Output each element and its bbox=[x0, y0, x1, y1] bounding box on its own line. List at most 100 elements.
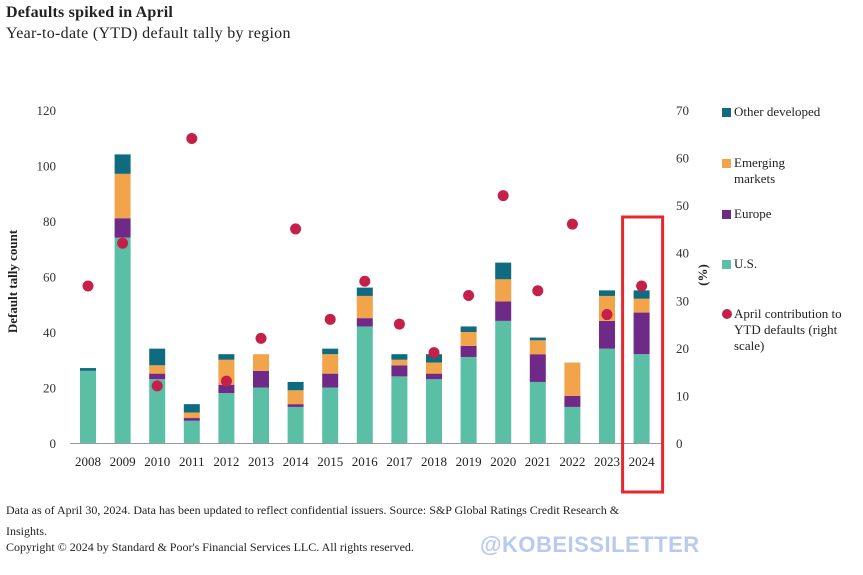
bar-other-2009 bbox=[114, 154, 131, 174]
bar-us-2009 bbox=[114, 237, 131, 443]
legend-label-april-contribution: April contribution to YTD defaults (righ… bbox=[734, 306, 842, 353]
april-point-2008 bbox=[82, 280, 94, 292]
bar-other-2008 bbox=[80, 368, 96, 371]
legend-swatch-emerging-markets bbox=[722, 159, 731, 168]
bar-us-2016 bbox=[356, 326, 373, 443]
chart-subtitle: Year-to-date (YTD) default tally by regi… bbox=[6, 25, 291, 42]
x-tick-label-2021: 2021 bbox=[525, 454, 551, 469]
bar-emerging-2016 bbox=[356, 295, 373, 319]
x-tick-label-2010: 2010 bbox=[144, 454, 170, 469]
x-tick-label-2009: 2009 bbox=[110, 454, 136, 469]
bar-emerging-2013 bbox=[253, 354, 269, 371]
y-tick-label: 60 bbox=[43, 270, 56, 285]
bar-emerging-2017 bbox=[391, 359, 408, 366]
x-tick-label-2014: 2014 bbox=[283, 454, 310, 469]
footer-note: Data as of April 30, 2024. Data has been… bbox=[6, 503, 620, 538]
watermark: @KOBEISSILETTER bbox=[480, 532, 700, 557]
bar-europe-2011 bbox=[183, 418, 200, 421]
bar-us-2015 bbox=[322, 387, 339, 443]
bar-europe-2021 bbox=[529, 354, 546, 382]
bar-us-2020 bbox=[495, 320, 512, 443]
x-tick-label-2018: 2018 bbox=[421, 454, 447, 469]
x-tick-label-2012: 2012 bbox=[213, 454, 239, 469]
y2-tick-label: 30 bbox=[676, 293, 689, 308]
bar-us-2013 bbox=[253, 387, 269, 443]
y-tick-label: 80 bbox=[43, 214, 56, 229]
bar-other-2016 bbox=[356, 287, 373, 296]
bar-emerging-2009 bbox=[114, 173, 131, 219]
y-tick-label: 0 bbox=[50, 436, 57, 451]
y2-tick-label: 50 bbox=[676, 198, 689, 213]
y-tick-label: 40 bbox=[43, 325, 56, 340]
legend-label-us: U.S. bbox=[734, 256, 758, 271]
bar-us-2024 bbox=[633, 354, 650, 443]
y2-tick-label: 40 bbox=[676, 246, 689, 261]
april-point-2012 bbox=[220, 375, 232, 387]
y-tick-label: 100 bbox=[37, 159, 57, 174]
bar-emerging-2024 bbox=[633, 298, 650, 313]
april-point-2021 bbox=[532, 285, 544, 297]
bar-europe-2018 bbox=[426, 373, 442, 380]
bar-other-2014 bbox=[287, 381, 304, 391]
legend-swatch-europe bbox=[722, 210, 731, 219]
y2-tick-label: 0 bbox=[676, 436, 683, 451]
bar-us-2022 bbox=[564, 406, 581, 443]
x-tick-label-2023: 2023 bbox=[594, 454, 620, 469]
april-point-2013 bbox=[255, 332, 267, 344]
bar-us-2012 bbox=[218, 393, 235, 443]
april-point-2022 bbox=[566, 218, 578, 230]
bar-us-2008 bbox=[80, 370, 96, 443]
x-tick-label-2015: 2015 bbox=[317, 454, 343, 469]
bar-us-2010 bbox=[149, 379, 166, 443]
bar-europe-2023 bbox=[599, 320, 615, 349]
bar-us-2014 bbox=[287, 406, 304, 443]
april-point-2009 bbox=[117, 237, 129, 249]
bar-europe-2015 bbox=[322, 373, 339, 388]
bar-emerging-2021 bbox=[529, 340, 546, 355]
highlight-box-2024 bbox=[621, 215, 665, 494]
bar-europe-2014 bbox=[287, 404, 304, 407]
x-tick-label-2020: 2020 bbox=[490, 454, 516, 469]
y-axis-title: Default tally count bbox=[5, 229, 20, 333]
bar-other-2017 bbox=[391, 354, 408, 360]
bar-other-2020 bbox=[495, 262, 512, 280]
legend-label-europe: Europe bbox=[734, 206, 772, 221]
bar-europe-2010 bbox=[149, 373, 166, 380]
bar-us-2023 bbox=[599, 348, 615, 443]
bar-emerging-2018 bbox=[426, 362, 442, 374]
bar-other-2018 bbox=[426, 354, 442, 363]
bar-emerging-2022 bbox=[564, 362, 581, 396]
bar-europe-2020 bbox=[495, 301, 512, 321]
bar-emerging-2020 bbox=[495, 279, 512, 302]
bar-europe-2016 bbox=[356, 318, 373, 327]
bar-other-2021 bbox=[529, 337, 546, 341]
april-point-2015 bbox=[324, 313, 336, 325]
bar-europe-2017 bbox=[391, 365, 408, 377]
bar-europe-2013 bbox=[253, 370, 269, 388]
april-point-2010 bbox=[151, 380, 163, 392]
x-tick-label-2024: 2024 bbox=[629, 454, 656, 469]
bar-emerging-2011 bbox=[183, 412, 200, 419]
x-tick-label-2011: 2011 bbox=[179, 454, 205, 469]
bar-us-2019 bbox=[460, 356, 477, 443]
y2-tick-label: 70 bbox=[676, 103, 689, 118]
x-tick-label-2019: 2019 bbox=[456, 454, 482, 469]
bar-us-2021 bbox=[529, 381, 546, 443]
bar-other-2023 bbox=[599, 290, 615, 296]
bar-other-2019 bbox=[460, 326, 477, 332]
bar-emerging-2019 bbox=[460, 332, 477, 346]
bar-emerging-2010 bbox=[149, 365, 166, 374]
april-point-2019 bbox=[463, 290, 475, 302]
april-point-2016 bbox=[359, 275, 371, 287]
x-tick-label-2008: 2008 bbox=[75, 454, 101, 469]
bar-us-2018 bbox=[426, 379, 442, 443]
chart-title: Defaults spiked in April bbox=[6, 4, 174, 21]
april-point-2011 bbox=[186, 133, 198, 145]
y2-axis-title: (%) bbox=[695, 264, 710, 286]
bar-europe-2024 bbox=[633, 312, 650, 355]
bar-emerging-2014 bbox=[287, 390, 304, 405]
april-point-2020 bbox=[497, 190, 509, 202]
legend-label-emerging-markets: Emerging markets bbox=[734, 155, 786, 186]
legend-marker-april-contribution bbox=[722, 309, 732, 319]
x-tick-label-2013: 2013 bbox=[248, 454, 274, 469]
